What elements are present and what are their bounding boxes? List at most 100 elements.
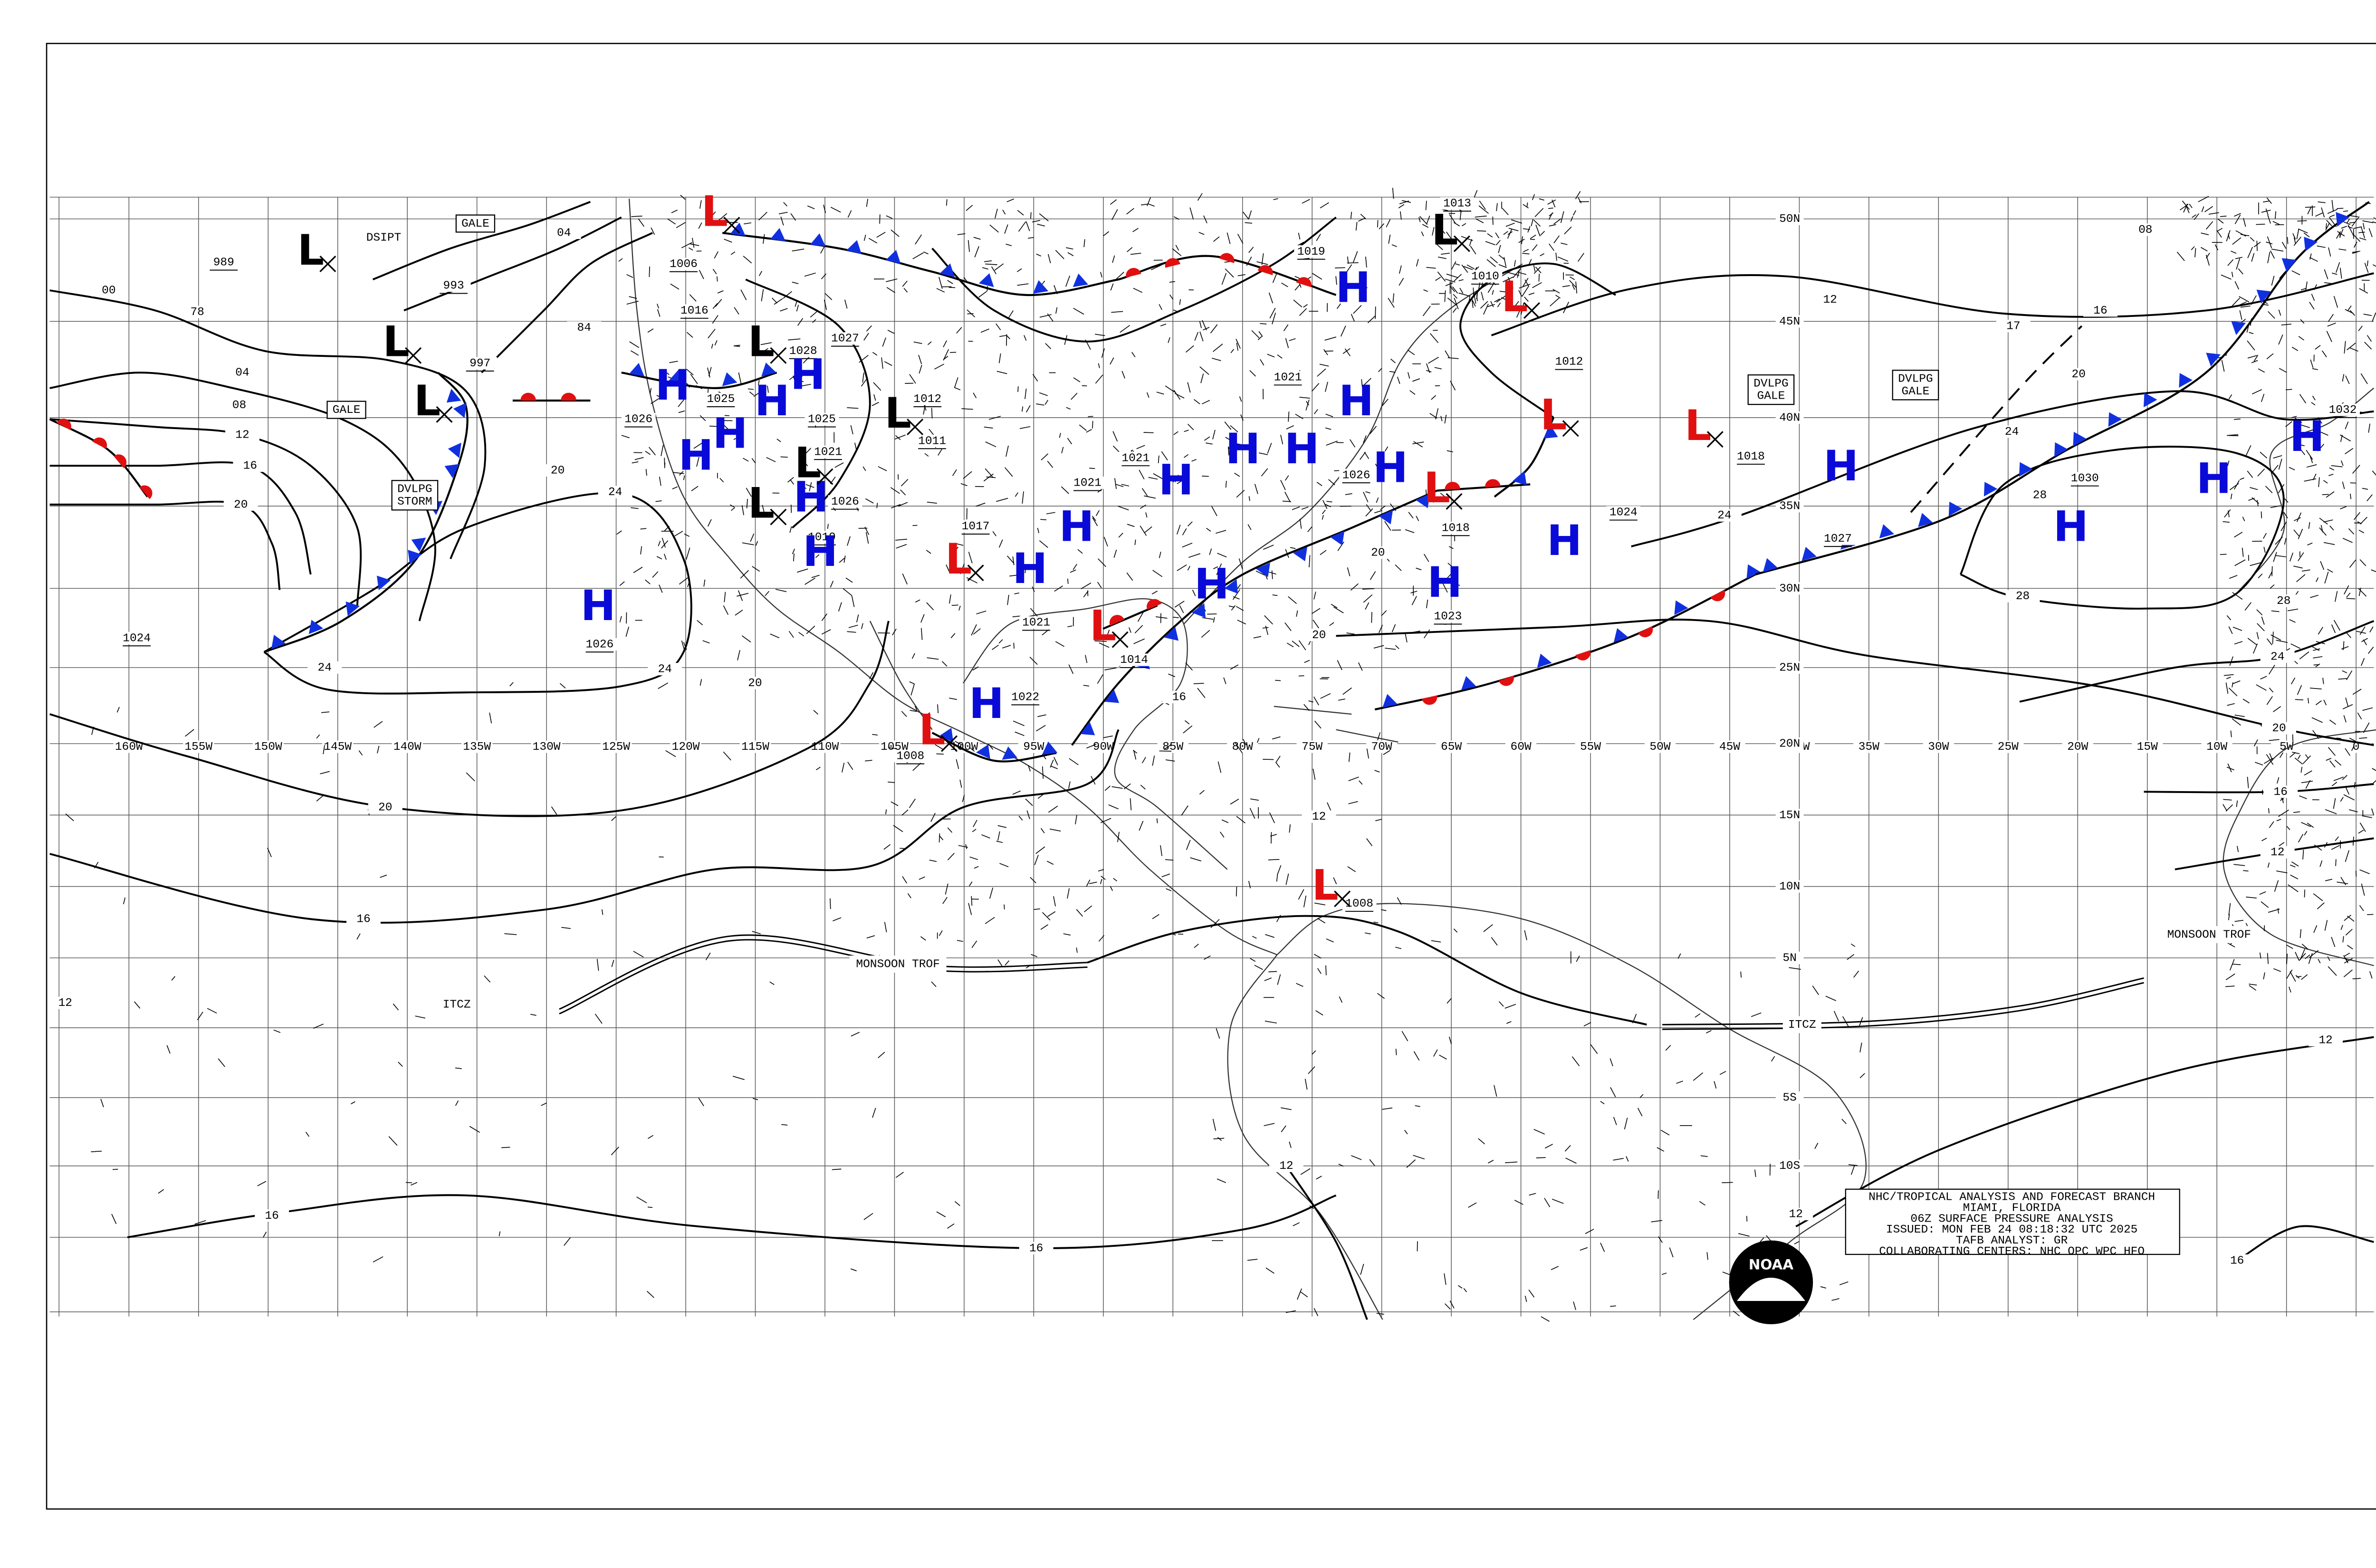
isobar [1795,1036,2374,1227]
station-barb [2278,809,2289,817]
station-barb [2285,389,2292,391]
station-barb [1067,438,1072,445]
station-barb [1300,1291,1308,1298]
pressure-value-bg [1271,371,1305,384]
lon-label-bg [2201,740,2232,753]
station-barb [1176,525,1181,535]
station-barb [1153,473,1164,480]
station-barb [2275,211,2277,219]
station-barb [1389,371,1396,373]
station-barb [2250,562,2262,566]
station-barb [968,240,970,252]
station-barb [2204,206,2213,212]
station-barb [891,504,901,508]
station-barb [1850,943,1856,947]
station-barb [1335,276,1337,285]
cold-front-mark [446,389,461,403]
station-barb [807,205,815,210]
station-barb [2302,569,2310,572]
station-barb [1005,467,1013,477]
station-barb [1186,840,1191,850]
station-barb [2298,336,2305,341]
station-barb [1041,453,1049,460]
station-barb [2263,533,2267,539]
info-line: 06Z SURFACE PRESSURE ANALYSIS [1910,1213,2113,1225]
station-barb [1463,1288,1467,1292]
front-label: GALE [461,218,489,230]
station-barb [1161,451,1168,460]
station-barb [2357,712,2362,720]
pressure-center: L [1090,602,1116,650]
station-barb [1007,594,1009,605]
station-barb [2258,368,2265,373]
station-barb [2345,850,2349,862]
station-barb [923,403,926,415]
station-barb [2344,915,2351,921]
station-barb [1677,953,1681,959]
cold-front-mark [1104,689,1120,703]
station-barb [1174,601,1185,608]
front-label: DSIPT [366,231,402,244]
station-barb [2223,799,2232,801]
station-barb [1212,1119,1217,1131]
station-barb [2362,815,2372,818]
station-barb [1397,897,1402,905]
pressure-value: 1026 [624,413,652,426]
front-label-bg [361,229,407,246]
station-barb [862,373,864,382]
station-barb [698,268,704,279]
station-barb [1160,324,1167,326]
center-x [405,347,422,364]
station-barb [1569,280,1577,288]
station-barb [738,372,742,385]
station-barb [1580,1247,1588,1251]
isobar-label-bg [2263,785,2298,798]
station-barb [1140,784,1146,790]
station-barb [2292,233,2296,239]
station-barb [1399,265,1402,274]
station-barb [1098,935,1105,942]
station-barb [1185,662,1193,671]
station-barb [1459,210,1462,220]
station-barb [1363,594,1373,603]
station-barb [2271,465,2279,473]
station-barb [1293,1222,1300,1226]
station-barb [2267,251,2271,264]
station-barb [2363,722,2370,733]
station-barb [800,383,811,387]
station-barb [2346,632,2351,638]
station-barb [2345,748,2351,756]
station-barb [1399,462,1404,466]
isobar-label-bg [2083,304,2117,317]
station-barb [1532,282,1542,288]
station-barb [1706,1252,1708,1260]
station-barb [2263,972,2265,980]
station-barb [541,1102,547,1106]
station-barb [2267,215,2271,224]
lat-label: 35N [1779,500,1800,513]
pressure-center: H [2290,412,2325,461]
station-barb [909,374,916,384]
station-barb [393,1004,399,1011]
station-barb [2310,594,2319,598]
station-barb [1408,350,1415,355]
itcz-line [1662,982,2144,1030]
station-barb [1047,460,1054,468]
isobar-label-bg [2260,650,2295,663]
cold-front-mark [730,222,746,236]
station-barb [1228,605,1235,608]
station-barb [1754,1169,1756,1177]
isobar-label-bg [225,366,259,379]
station-barb [2293,517,2301,521]
station-barb [913,341,922,344]
station-barb [686,332,693,338]
station-barb [1530,234,1536,239]
station-barb [1089,881,1097,884]
station-barb [888,747,897,749]
pressure-value-bg [958,520,993,533]
station-barb [2343,969,2353,977]
station-barb [2340,797,2344,802]
station-barb [1532,194,1535,201]
station-barb [931,981,937,987]
station-barb [2311,402,2316,406]
